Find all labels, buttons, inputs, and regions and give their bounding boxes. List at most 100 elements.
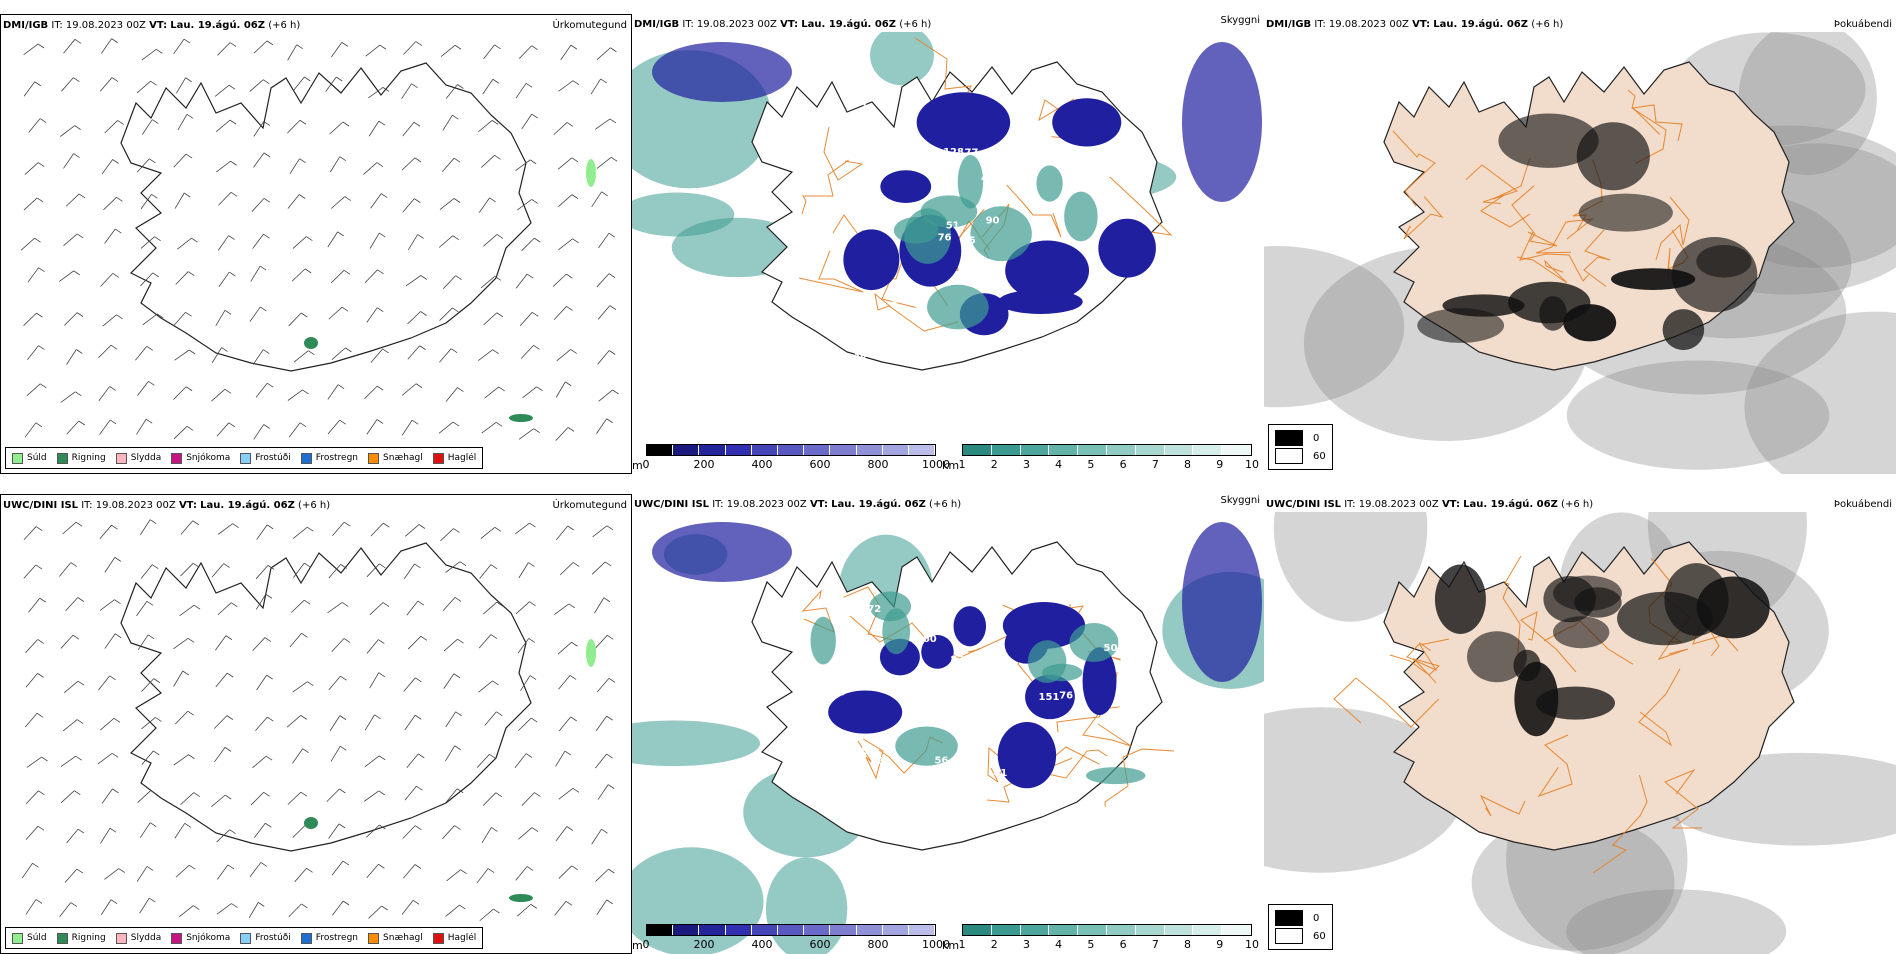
colorbar-segment [804,925,831,935]
visibility-value-label: 62 [1024,127,1038,138]
legend-label: Rigning [71,453,106,463]
vt-label: VT: [1412,19,1431,30]
vt-label: VT: [809,499,828,510]
colorbar-m: 0 200 400 600 800 1000 m [632,924,950,952]
legend-swatch [12,452,23,464]
visibility-map: 1518476646960735456708872445075444182332… [632,522,1264,954]
colorbar-tick: 1000 [922,938,950,951]
fog-legend-value: 60 [1313,450,1326,462]
colorbar-segment [1078,925,1107,935]
colorbar-segment [725,445,752,455]
colorbar-m: 0 200 400 600 800 1000 m [632,444,950,472]
low-visibility-areas [810,591,1146,789]
panel-title: Þokuábendi [1833,19,1892,30]
low-visibility-areas [843,92,1156,336]
fog-indicator-areas [1434,563,1770,737]
colorbar-segment [1222,445,1251,455]
visibility-value-label: 73 [947,700,961,711]
colorbar-segment [1193,445,1223,455]
precip-legend: Súld Rigning Slydda Snjókoma Frostúði Frostre… [5,927,484,949]
fog-legend: 0 60 [1268,424,1333,470]
legend-label: Snæhagl [383,933,423,943]
legend-item: Slydda [115,932,162,944]
visibility-value-label: 54 [861,746,875,757]
visibility-value-label: 72 [867,604,881,615]
visibility-value-label: 58 [892,295,906,306]
colorbar-tick: 200 [693,938,715,951]
fog-panel-top: DMI/IGB IT: 19.08.2023 00Z VT: Lau. 19.á… [1264,14,1896,474]
visibility-value-label: 79 [1120,135,1134,146]
legend-item: Haglél [432,932,476,944]
colorbar-segment [699,925,726,935]
legend-swatch [432,932,444,944]
visibility-value-label: 10 [822,321,836,332]
colorbar-tick: 200 [693,458,715,471]
visibility-value-label: 82 [950,654,964,665]
visibility-value-label: 56 [934,755,948,766]
visibility-panel-top: DMI/IGB IT: 19.08.2023 00Z VT: Lau. 19.á… [632,14,1264,474]
legend-swatch [171,452,183,464]
legend-label: Súld [27,933,47,943]
vt-value: Lau. 19.ágú. 06Z [801,19,897,30]
colorbar-km: 1 2 3 4 5 6 7 8 9 10 km [942,444,1259,472]
legend-label: Slydda [130,453,162,463]
visibility-value-label: 84 [1059,810,1073,821]
vt-label: VT: [178,500,197,511]
colorbar-segment [830,925,857,935]
visibility-value-label: 70 [1019,105,1033,116]
visibility-value-label: 44 [914,819,928,830]
colorbar-segment [1135,925,1165,935]
fog-indicator-areas [1417,113,1758,351]
colorbar-tick: 5 [1087,938,1095,951]
it-value: 19.08.2023 00Z [65,20,146,31]
panel-title: Skyggni [1220,495,1260,506]
colorbar-segment [1106,925,1136,935]
fog-legend-value: 0 [1313,432,1320,444]
colorbar-tick: 10 [1245,458,1259,471]
visibility-value-label: 83 [834,150,848,161]
lead-time: (+6 h) [1531,19,1564,30]
legend-swatch [115,932,127,944]
legend-item: Snjókoma [171,932,230,944]
legend-item: Rigning [56,932,106,944]
colorbar-segment [1049,925,1079,935]
colorbar-segment [699,445,726,455]
colorbar-segment [830,445,857,455]
legend-label: Slydda [130,933,162,943]
it-value: 19.08.2023 00Z [95,500,176,511]
colorbar-tick: 7 [1151,458,1159,471]
panel-title: Úrkomutegund [552,20,627,31]
panel-header: DMI/IGB IT: 19.08.2023 00Z VT: Lau. 19.á… [3,19,627,33]
colorbar-segment [1106,445,1136,455]
fog-map [1264,32,1896,474]
fog-legend-item: 0 [1275,909,1326,927]
visibility-value-label: 151 [1039,692,1060,703]
panel-header: UWC/DINI ISL IT: 19.08.2023 00Z VT: Lau.… [634,495,1260,512]
vt-label: VT: [149,20,168,31]
colorbar-segment [777,445,805,455]
colorbar-tick: 6 [1119,938,1127,951]
legend-label: Frostúði [255,453,291,463]
fog-panel-bottom: UWC/DINI ISL IT: 19.08.2023 00Z VT: Lau.… [1264,494,1896,954]
wind-barbs [21,519,616,922]
visibility-value-label: 90 [986,216,1000,227]
model-name: DMI/IGB [1266,19,1312,30]
it-label: IT: [1314,19,1326,30]
panel-title: Skyggni [1220,15,1260,26]
colorbar-segment [1222,925,1251,935]
colorbar-segment [908,445,936,455]
legend-item: Frostregn [300,452,358,464]
colorbar-tick: 400 [751,458,773,471]
it-label: IT: [1344,499,1356,510]
visibility-value-label: 62 [847,293,861,304]
fog-legend-swatch [1275,430,1303,446]
colorbar-tick: 400 [751,938,773,951]
colorbar-tick: 1 [958,938,966,951]
fog-legend-swatch [1275,928,1303,944]
colorbar-segment [882,925,909,935]
legend-swatch [300,452,312,464]
legend-swatch [56,452,68,464]
visibility-value-label: 41 [993,768,1007,779]
colorbar-unit: m [632,459,643,472]
colorbar-tick: 600 [809,458,831,471]
